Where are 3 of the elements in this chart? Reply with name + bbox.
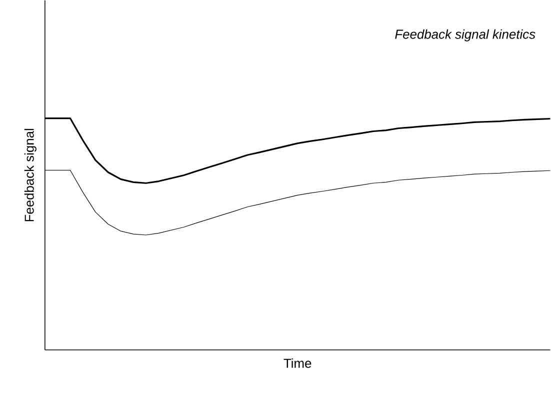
y-axis-title: Feedback signal	[24, 129, 36, 222]
x-axis-title: Time	[284, 358, 312, 368]
chart-title: Feedback signal kinetics	[395, 29, 536, 42]
